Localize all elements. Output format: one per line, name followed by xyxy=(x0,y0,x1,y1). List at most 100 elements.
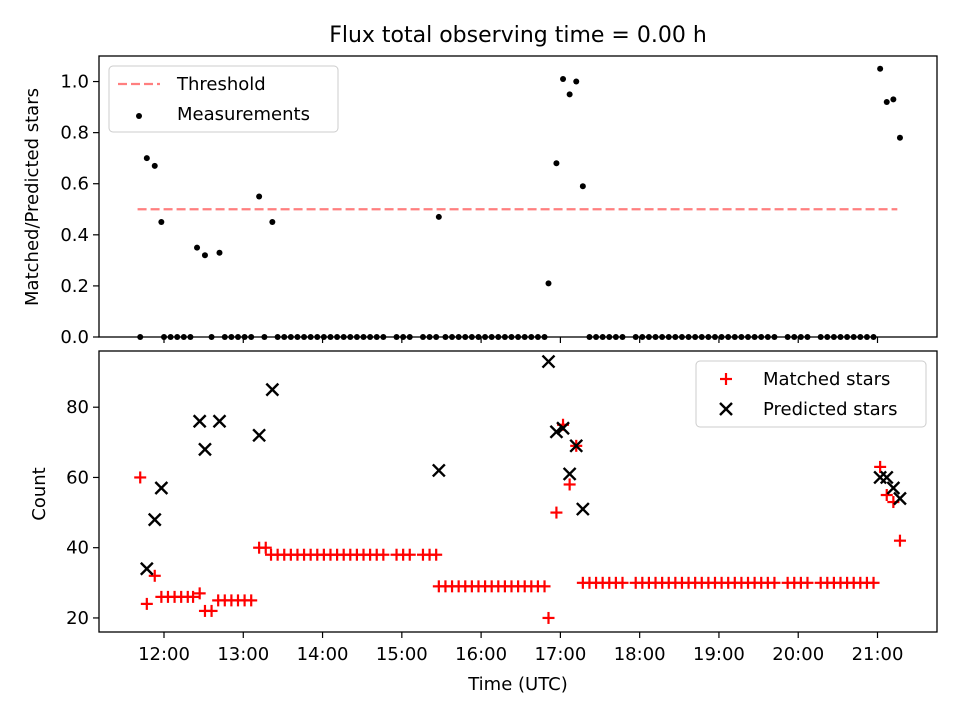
measurement-point xyxy=(241,334,248,340)
matched-star-point xyxy=(187,590,200,603)
measurement-point xyxy=(659,334,666,340)
legend-matched-swatch xyxy=(720,373,732,385)
measurement-point xyxy=(817,334,824,340)
matched-star-point xyxy=(893,534,906,547)
legend-measurements-label: Measurements xyxy=(177,104,310,125)
measurement-point xyxy=(435,213,442,220)
measurement-point xyxy=(685,334,692,340)
measurement-point xyxy=(745,334,752,340)
measurement-point xyxy=(161,334,167,340)
measurement-point xyxy=(692,334,699,340)
legend-matched-label: Matched stars xyxy=(763,369,890,390)
measurement-point xyxy=(824,334,831,340)
measurement-point xyxy=(758,334,765,340)
measurement-point xyxy=(857,334,864,340)
measurement-point xyxy=(228,334,235,340)
matched-star-point xyxy=(259,541,272,554)
matched-star-point xyxy=(542,611,555,624)
measurement-point xyxy=(327,334,334,340)
count-legend: Matched stars Predicted stars xyxy=(695,360,927,428)
measurement-point xyxy=(433,334,440,340)
measurement-point xyxy=(837,334,844,340)
legend-threshold-label: Threshold xyxy=(176,74,266,95)
measurement-point xyxy=(850,334,857,340)
measurement-point xyxy=(406,334,413,340)
measurement-point xyxy=(508,334,515,340)
legend-predicted-label: Predicted stars xyxy=(763,399,897,420)
measurement-point xyxy=(221,334,228,340)
x-axis-label: Time (UTC) xyxy=(467,674,568,695)
measurement-point xyxy=(645,334,652,340)
matched-star-point xyxy=(148,569,161,582)
ratio-y-tick-label: 0.8 xyxy=(60,123,89,144)
count-y-axis: 20 40 60 80 xyxy=(66,397,99,629)
count-x-axis: 12:00 13:00 14:00 15:00 16:00 17:00 18:00 19:00… xyxy=(138,632,903,665)
measurement-point xyxy=(353,334,360,340)
matched-star-point xyxy=(616,576,629,589)
measurement-point xyxy=(400,334,407,340)
count-y-tick-label: 80 xyxy=(66,397,89,418)
count-y-tick-label: 20 xyxy=(66,608,89,629)
measurement-point xyxy=(784,334,791,340)
x-tick-label: 20:00 xyxy=(772,644,824,665)
ratio-legend: Threshold Measurements xyxy=(108,65,339,133)
measurement-point xyxy=(261,334,268,340)
matched-star-point xyxy=(874,460,887,473)
measurement-point xyxy=(515,334,522,340)
ratio-y-axis-label: Matched/Predicted stars xyxy=(22,88,43,306)
measurement-point xyxy=(167,334,174,340)
matched-star-point xyxy=(768,576,781,589)
measurement-point xyxy=(725,334,732,340)
measurement-point xyxy=(619,334,626,340)
measurement-point xyxy=(501,334,508,340)
measurement-point xyxy=(360,334,367,340)
matched-star-point xyxy=(140,597,153,610)
legend-predicted-swatch xyxy=(719,402,733,416)
count-y-tick-label: 60 xyxy=(66,467,89,488)
measurements-series xyxy=(137,65,903,340)
measurement-point xyxy=(449,334,456,340)
legend-predicted-marker xyxy=(719,402,733,416)
measurement-point xyxy=(482,334,489,340)
legend-matched-marker xyxy=(720,373,732,385)
predicted-star-point xyxy=(431,463,446,478)
measurement-point xyxy=(632,334,639,340)
measurement-point xyxy=(137,334,144,340)
x-tick-label: 12:00 xyxy=(138,644,190,665)
measurement-point xyxy=(462,334,469,340)
measurement-point xyxy=(771,334,778,340)
predicted-star-point xyxy=(147,512,162,527)
matched-star-point xyxy=(801,576,814,589)
x-tick-label: 14:00 xyxy=(297,644,349,665)
measurement-point xyxy=(174,334,181,340)
measurement-point xyxy=(870,334,877,340)
measurement-point xyxy=(320,334,327,340)
measurement-point xyxy=(488,334,495,340)
measurement-point xyxy=(804,334,811,340)
measurement-point xyxy=(334,334,341,340)
x-tick-label: 18:00 xyxy=(614,644,666,665)
predicted-star-point xyxy=(556,421,570,436)
predicted-star-point xyxy=(154,481,169,495)
measurement-point xyxy=(606,334,613,340)
measurement-point xyxy=(738,334,745,340)
predicted-star-point xyxy=(576,502,590,516)
ratio-y-tick-label: 0.0 xyxy=(60,327,89,348)
measurement-point xyxy=(347,334,354,340)
matched-star-point xyxy=(205,604,218,617)
measurement-point xyxy=(797,334,804,340)
measurement-point xyxy=(419,334,426,340)
measurement-point xyxy=(367,334,374,340)
measurement-point xyxy=(560,75,567,82)
measurement-point xyxy=(468,334,475,340)
measurement-point xyxy=(393,334,400,340)
matched-star-point xyxy=(550,506,563,519)
predicted-star-point xyxy=(192,414,207,429)
count-y-axis-label: Count xyxy=(29,467,50,520)
matched-star-point xyxy=(377,548,390,561)
x-tick-label: 13:00 xyxy=(217,644,269,665)
measurement-point xyxy=(830,334,837,340)
matched-star-point xyxy=(193,587,206,600)
x-tick-label: 19:00 xyxy=(693,644,745,665)
measurement-point xyxy=(545,280,552,287)
